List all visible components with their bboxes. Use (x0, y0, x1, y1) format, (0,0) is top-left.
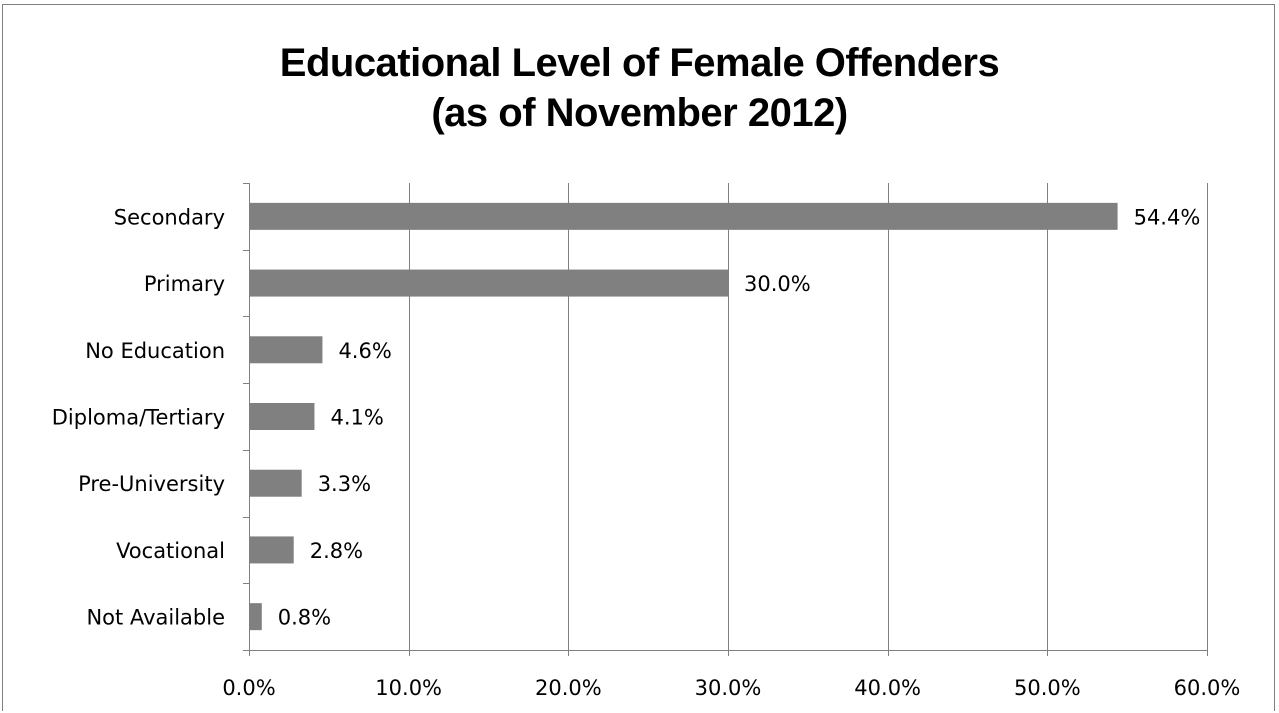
x-tick-label: 40.0% (854, 676, 921, 700)
category-label: Diploma/Tertiary (52, 406, 225, 430)
category-label: Secondary (114, 205, 225, 229)
data-label: 3.3% (318, 472, 371, 496)
data-label: 0.8% (278, 606, 331, 630)
x-tick-label: 0.0% (222, 676, 275, 700)
data-label: 2.8% (310, 539, 363, 563)
data-label: 54.4% (1134, 205, 1201, 229)
category-label: Not Available (86, 606, 225, 630)
x-tick-label: 10.0% (375, 676, 442, 700)
axes (243, 183, 1208, 656)
chart-title-line-1: Educational Level of Female Offenders (279, 41, 1000, 85)
bar-no-education (250, 336, 323, 364)
chart-frame (2, 4, 1275, 711)
data-label: 4.1% (330, 406, 383, 430)
bars (250, 202, 1118, 631)
bar-diploma-tertiary (250, 403, 315, 430)
bar-primary (250, 269, 728, 297)
x-tick-label: 30.0% (695, 676, 762, 700)
category-label: Primary (144, 272, 225, 296)
labels: 0.0% 10.0% 20.0% 30.0% 40.0% 50.0% 60.0% Second… (52, 205, 1241, 700)
data-label: 4.6% (338, 339, 391, 363)
data-label: 30.0% (744, 272, 811, 296)
category-label: No Education (85, 339, 225, 363)
bar-not-available (250, 603, 262, 631)
x-tick-label: 50.0% (1014, 676, 1081, 700)
category-label: Vocational (116, 539, 225, 563)
chart-title-line-2: (as of November 2012) (431, 91, 848, 135)
bar-pre-university (250, 469, 302, 497)
bar-vocational (250, 536, 294, 564)
chart-title: Educational Level of Female Offenders (a… (0, 38, 1279, 138)
x-tick-label: 20.0% (535, 676, 602, 700)
bar-secondary (250, 202, 1118, 230)
x-tick-label: 60.0% (1174, 676, 1241, 700)
gridlines (409, 183, 1208, 650)
category-label: Pre-University (78, 472, 225, 496)
